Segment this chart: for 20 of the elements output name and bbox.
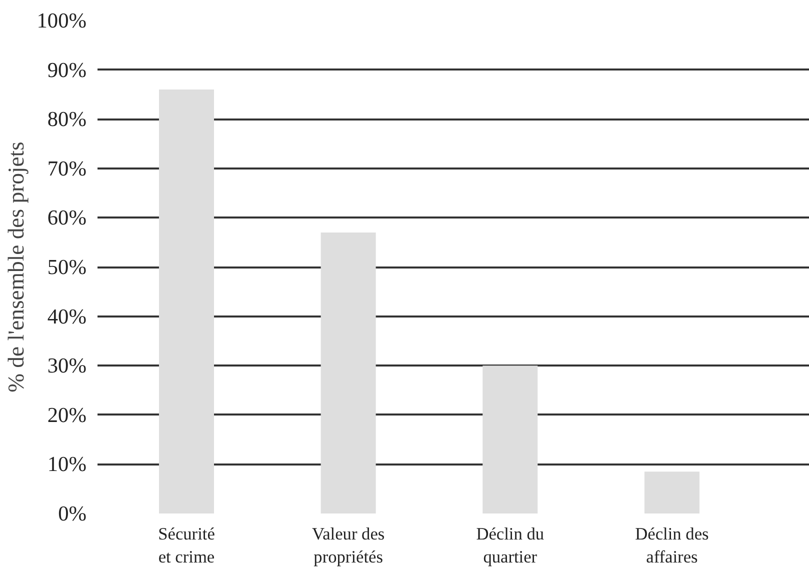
x-tick-label: Déclin des affaires: [635, 524, 710, 566]
y-tick-label: 10%: [47, 452, 87, 476]
x-tick-label: Sécurité et crime: [158, 524, 216, 566]
x-tick-label: Déclin du quartier: [476, 524, 544, 566]
y-tick-label: 100%: [36, 8, 87, 32]
y-tick-label: 30%: [47, 354, 87, 378]
bar: [482, 366, 538, 514]
y-tick-label: 80%: [47, 107, 87, 132]
x-tick-label: Valeur des propriétés: [312, 524, 385, 566]
bar: [644, 472, 700, 514]
y-tick-label: 60%: [47, 206, 87, 230]
bar: [320, 232, 376, 514]
y-tick-label: 20%: [47, 402, 87, 427]
y-tick-label: 50%: [47, 255, 87, 279]
y-axis-title: % de l'ensemble des projets: [4, 142, 29, 392]
bar: [158, 90, 214, 514]
y-tick-label: 0%: [58, 502, 87, 526]
y-tick-label: 40%: [47, 304, 87, 328]
y-tick-label: 90%: [47, 58, 87, 82]
y-tick-label: 70%: [47, 156, 87, 180]
